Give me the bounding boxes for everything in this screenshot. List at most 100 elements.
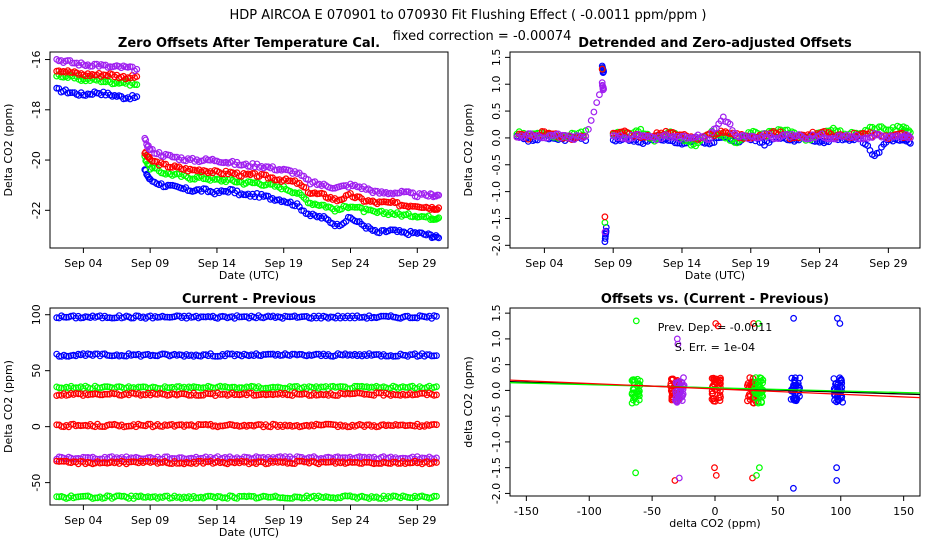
- data-point: [293, 390, 301, 398]
- data-point: [680, 374, 687, 382]
- data-point: [315, 421, 323, 429]
- data-point: [166, 181, 174, 189]
- data-point: [823, 135, 830, 143]
- y-tick-label: -2.0: [490, 235, 503, 256]
- data-point: [400, 202, 408, 210]
- data-point: [96, 391, 104, 399]
- y-tick-label: -0.5: [490, 405, 503, 426]
- data-point: [394, 314, 402, 322]
- panel-title-4: Offsets vs. (Current - Previous): [601, 292, 829, 307]
- data-point: [226, 458, 234, 466]
- data-point: [195, 421, 202, 428]
- data-point: [587, 117, 595, 124]
- data-point: [298, 313, 306, 321]
- data-point: [402, 188, 410, 196]
- data-point: [623, 135, 631, 143]
- data-point: [86, 390, 94, 398]
- data-point: [341, 492, 349, 500]
- data-point: [389, 353, 397, 360]
- cluster-purple: [672, 335, 688, 482]
- outlier-point: [755, 320, 762, 327]
- data-point: [72, 493, 80, 501]
- data-point: [834, 132, 842, 140]
- data-point: [168, 153, 176, 161]
- y-axis-label: Delta CO2 (ppm): [2, 360, 15, 453]
- data-point: [706, 136, 713, 144]
- data-point: [189, 166, 196, 174]
- data-point: [101, 390, 109, 398]
- data-point: [58, 457, 65, 465]
- plot-frame-4: [509, 307, 921, 497]
- data-point: [137, 421, 145, 429]
- data-point: [79, 422, 87, 429]
- data-point: [272, 390, 279, 398]
- data-point: [406, 314, 414, 322]
- data-point: [855, 135, 862, 143]
- x-tick-label: Sep 29: [398, 514, 436, 527]
- x-tick-label: Sep 24: [331, 257, 369, 270]
- level-red: [53, 389, 440, 400]
- x-tick-label: Sep 24: [331, 514, 369, 527]
- data-point: [284, 177, 292, 185]
- data-point: [759, 379, 766, 387]
- data-point: [361, 458, 368, 466]
- y-axis-label: delta CO2 (ppm): [462, 356, 475, 447]
- y-tick-label: -50: [30, 474, 43, 492]
- data-point: [235, 161, 243, 169]
- data-point: [262, 384, 270, 392]
- data-point: [62, 352, 70, 360]
- x-axis-label: Date (UTC): [219, 526, 279, 539]
- data-point: [199, 351, 207, 359]
- data-point: [802, 135, 810, 143]
- figure-subtitle: fixed correction = -0.00074: [393, 29, 572, 44]
- data-point: [257, 384, 265, 392]
- data-point: [195, 392, 202, 399]
- data-point: [632, 393, 639, 401]
- data-point: [245, 421, 253, 429]
- data-point: [793, 395, 801, 403]
- data-point: [600, 85, 607, 93]
- data-point: [904, 134, 911, 142]
- cluster-green: [628, 317, 644, 477]
- data-point: [220, 187, 228, 195]
- x-tick-label: Sep 09: [131, 257, 169, 270]
- data-point: [679, 382, 686, 390]
- data-point: [907, 134, 914, 142]
- data-point: [235, 384, 243, 392]
- cluster-red: [708, 320, 724, 479]
- level-red: [53, 420, 440, 431]
- data-point: [133, 93, 141, 101]
- outlier-point: [756, 464, 763, 472]
- data-point: [431, 233, 439, 241]
- data-point: [173, 460, 181, 467]
- data-point: [590, 108, 598, 116]
- data-point: [349, 390, 356, 398]
- data-point: [148, 157, 156, 165]
- data-point: [324, 420, 332, 428]
- data-point: [349, 459, 356, 466]
- data-point: [58, 423, 65, 430]
- x-tick-label: 150: [893, 505, 914, 518]
- outlier-point: [790, 484, 797, 492]
- data-point: [125, 458, 133, 466]
- x-axis-label: delta CO2 (ppm): [669, 517, 760, 530]
- data-point: [435, 234, 443, 242]
- data-point: [411, 391, 419, 399]
- data-point: [752, 374, 760, 382]
- data-point: [353, 203, 361, 211]
- data-point: [601, 228, 609, 236]
- data-point: [409, 202, 417, 210]
- y-tick-label: 50: [30, 364, 43, 378]
- data-point: [430, 492, 438, 500]
- data-point: [202, 390, 210, 397]
- data-point: [317, 421, 325, 429]
- y-tick-label: -0.5: [490, 154, 503, 175]
- data-point: [346, 390, 354, 398]
- data-point: [66, 89, 74, 97]
- data-point: [211, 353, 219, 360]
- y-tick-label: 0: [30, 423, 43, 430]
- data-point: [370, 351, 378, 359]
- data-point: [68, 59, 76, 67]
- data-point: [340, 182, 348, 190]
- data-point: [596, 91, 603, 99]
